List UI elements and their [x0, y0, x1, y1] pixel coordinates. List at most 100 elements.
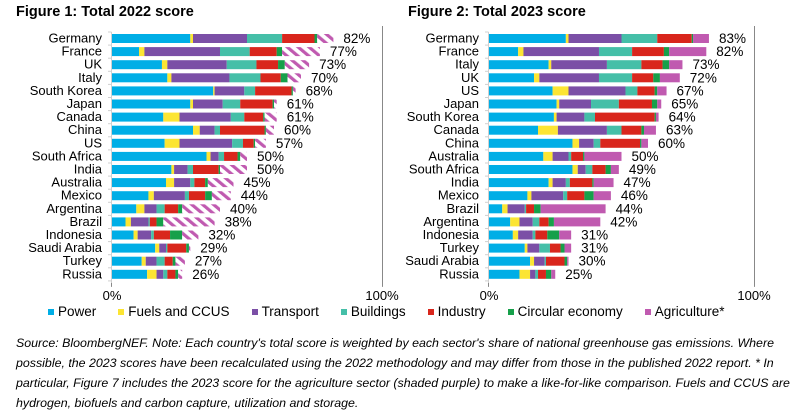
- bar-segment-buildings: [524, 204, 527, 214]
- bar-segment-agriculture: [593, 178, 614, 188]
- bar-segment-industry: [164, 256, 173, 266]
- category-label: US: [461, 83, 479, 98]
- bar-segment-buildings: [222, 99, 241, 109]
- bar-segment-transport: [518, 230, 533, 240]
- category-label: Turkey: [63, 253, 103, 268]
- bar-row: US 57%: [84, 135, 303, 151]
- bar-segment-power: [489, 256, 531, 266]
- bar-segment-agriculture: [182, 230, 199, 240]
- bar-segment-power: [489, 47, 519, 57]
- category-label: Mexico: [61, 188, 102, 203]
- bar-segment-industry: [595, 112, 655, 122]
- bar-segment-circular-economy: [237, 151, 241, 161]
- bar-segment-power: [489, 112, 554, 122]
- category-label: South Korea: [407, 109, 480, 124]
- bar-segment-fuels-and-ccus: [206, 151, 211, 161]
- bar-segment-transport: [144, 47, 220, 57]
- bar-segment-industry: [194, 178, 206, 188]
- bar-row: Argentina 40%: [46, 201, 257, 217]
- legend-swatch: [507, 308, 514, 315]
- bar-segment-agriculture: [163, 217, 215, 227]
- bar-segment-circular-economy: [170, 230, 183, 240]
- legend-swatch: [644, 308, 651, 315]
- category-label: Australia: [428, 148, 479, 163]
- bar-segment-power: [112, 230, 134, 240]
- total-score-label: 31%: [581, 228, 608, 243]
- legend-swatch: [340, 308, 347, 315]
- bar-segment-power: [489, 217, 511, 227]
- bar-segment-circular-economy: [662, 60, 670, 70]
- bar-segment-buildings: [166, 243, 168, 253]
- category-label: Japan: [67, 96, 102, 111]
- bar-segment-circular-economy: [314, 34, 318, 43]
- bar-segment-fuels-and-ccus: [548, 178, 553, 188]
- bar-segment-industry: [632, 47, 664, 57]
- bar-segment-buildings: [584, 112, 595, 122]
- bar-segment-buildings: [156, 204, 165, 214]
- bar-segment-transport: [530, 269, 536, 279]
- category-label: UK: [461, 70, 479, 85]
- bar-segment-power: [112, 47, 139, 57]
- bar-segment-fuels-and-ccus: [552, 86, 569, 96]
- category-label: Turkey: [440, 240, 480, 255]
- bar-segment-transport: [568, 86, 626, 96]
- bar-segment-agriculture: [182, 204, 220, 214]
- bar-row: Brazil 38%: [69, 214, 251, 230]
- bar-segment-power: [489, 191, 528, 201]
- total-score-label: 46%: [621, 188, 648, 203]
- charts-canvas: 0% 100%Germany 82%France 77%UK 73%Italy 70%So…: [28, 26, 771, 300]
- bar-segment-transport: [159, 243, 166, 253]
- bar-segment-circular-economy: [640, 138, 642, 148]
- bar-segment-power: [112, 86, 214, 96]
- total-score-label: 72%: [690, 70, 717, 85]
- total-score-label: 82%: [716, 44, 743, 59]
- category-label: Argentina: [46, 201, 102, 216]
- bar-segment-power: [112, 178, 166, 188]
- x-tick-label: 0%: [103, 288, 122, 300]
- legend-item-circular-economy: Circular economy: [507, 304, 623, 319]
- bar-segment-circular-economy: [548, 217, 554, 227]
- legend-item-agriculture: Agriculture*: [644, 304, 725, 319]
- bar-segment-transport: [577, 165, 586, 174]
- bar-segment-agriculture: [584, 151, 622, 161]
- bar-segment-fuels-and-ccus: [133, 230, 138, 240]
- bar-segment-power: [112, 243, 156, 253]
- bar-row: Germany 82%: [49, 31, 371, 47]
- bar-segment-transport: [551, 60, 607, 70]
- bar-segment-transport: [556, 112, 585, 122]
- bar-segment-industry: [255, 86, 292, 96]
- bar-row: Brazil 44%: [446, 201, 642, 217]
- bar-segment-power: [489, 151, 544, 161]
- bar-segment-circular-economy: [253, 138, 256, 148]
- bar-segment-fuels-and-ccus: [190, 34, 193, 43]
- bar-segment-transport: [171, 73, 230, 83]
- bar-segment-circular-economy: [547, 230, 560, 240]
- bar-segment-fuels-and-ccus: [136, 204, 145, 214]
- bar-segment-transport: [210, 151, 219, 161]
- bar-segment-power: [489, 125, 539, 135]
- total-score-label: 63%: [666, 123, 693, 138]
- total-score-label: 82%: [343, 31, 370, 46]
- bar-segment-agriculture: [282, 47, 320, 57]
- category-label: Germany: [49, 31, 103, 46]
- bar-segment-fuels-and-ccus: [538, 125, 558, 135]
- category-label: Saudi Arabia: [28, 240, 102, 255]
- figure-2-chart: 0% 100%Germany 83%France 82%Italy 73%UK 72%US…: [405, 26, 771, 300]
- bar-segment-buildings: [544, 256, 546, 266]
- bar-segment-agriculture: [641, 138, 649, 148]
- bar-row: Japan 65%: [444, 96, 699, 112]
- bar-row: US 67%: [461, 83, 704, 99]
- total-score-label: 57%: [276, 136, 303, 151]
- bar-row: France 82%: [439, 44, 744, 60]
- bar-segment-fuels-and-ccus: [125, 217, 131, 227]
- bar-segment-circular-economy: [584, 191, 594, 201]
- bar-segment-industry: [637, 86, 655, 96]
- category-label: Brazil: [69, 214, 102, 229]
- bar-segment-agriculture: [274, 99, 277, 109]
- bar-segment-agriculture: [693, 34, 709, 43]
- bar-segment-circular-economy: [218, 165, 220, 174]
- bar-segment-transport: [214, 86, 245, 96]
- bar-segment-agriculture: [207, 178, 234, 188]
- bar-segment-industry: [282, 34, 315, 43]
- bar-segment-agriculture: [551, 269, 556, 279]
